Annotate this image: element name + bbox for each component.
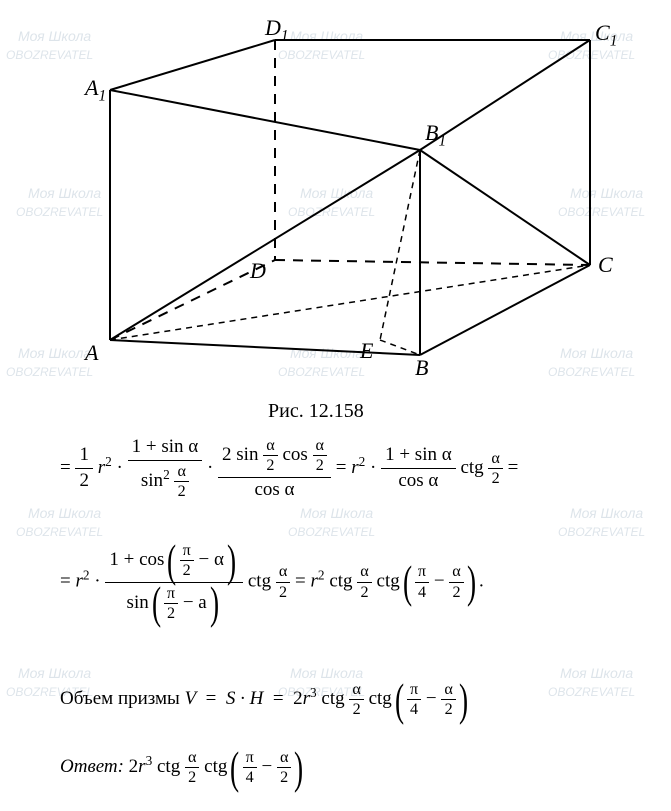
label-A: A [85,340,98,366]
label-B1: B1 [425,120,446,150]
label-A1: A1 [85,75,106,105]
label-D: D [250,258,266,284]
watermark: OBOZREVATEL [16,525,103,539]
watermark: Моя Школа [28,505,101,521]
math-line-2: = r2 · 1 + cos(π2 − α) sin(π2 − a) ctg α… [60,540,660,625]
label-C: C [598,252,613,278]
label-E: E [360,338,373,364]
watermark: Моя Школа [560,665,633,681]
math-volume: Объем призмы V = S · H = 2r3 ctg α2 ctg(… [60,680,660,720]
label-C1: C1 [595,20,617,50]
watermark: Моя Школа [290,665,363,681]
watermark: Моя Школа [570,505,643,521]
label-D1: D1 [265,15,289,45]
figure-caption: Рис. 12.158 [268,400,364,423]
math-answer: Ответ: 2r3 ctg α2 ctg(π4 − α2) [60,748,660,788]
geometry-diagram: A1 D1 C1 B1 A D B C E [50,20,610,390]
watermark: OBOZREVATEL [558,525,645,539]
watermark: OBOZREVATEL [288,525,375,539]
math-line-1: = 12 r2 · 1 + sin α sin2 α2 · 2 sin α2 c… [60,435,660,503]
watermark: Моя Школа [300,505,373,521]
prism-svg [50,20,610,390]
watermark: Моя Школа [18,665,91,681]
label-B: B [415,355,428,381]
